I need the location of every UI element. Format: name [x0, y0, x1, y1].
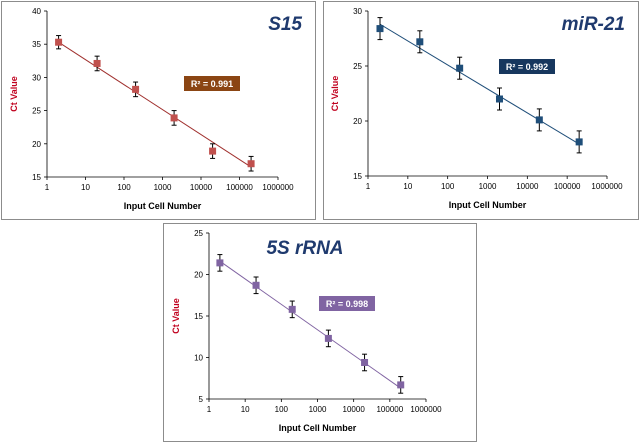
- x-tick-label: 1000: [309, 405, 327, 414]
- y-tick-label: 20: [353, 117, 362, 126]
- data-point: [456, 64, 464, 72]
- data-point: [416, 38, 424, 46]
- y-tick-label: 10: [194, 354, 203, 363]
- data-point: [93, 59, 101, 67]
- y-tick-label: 15: [194, 312, 203, 321]
- data-point: [209, 147, 217, 155]
- x-axis-label: Input Cell Number: [124, 201, 202, 211]
- chart-panel-mir21: 15 20 25 30 1 10 100 1000 10000 100000 1000000 Ct V…: [323, 1, 639, 220]
- x-tick-label: 1000: [154, 183, 172, 192]
- y-tick-label: 15: [353, 172, 362, 181]
- r2-label: R² = 0.998: [326, 299, 368, 309]
- x-tick-label: 10000: [516, 182, 539, 191]
- r2-label: R² = 0.992: [506, 62, 548, 72]
- trend-line-mir21: [379, 23, 580, 145]
- x-tick-label: 100: [441, 182, 455, 191]
- chart-svg-s15: 15 20 25 30 35 40 1 10 100 1000 10000 100000 1000000…: [9, 7, 302, 211]
- x-tick-label: 10: [81, 183, 90, 192]
- x-tick-label: 1000000: [591, 182, 623, 191]
- data-point: [575, 138, 583, 146]
- y-tick-label: 30: [32, 73, 41, 82]
- chart-title-5s-rrna: 5S rRNA: [266, 238, 343, 259]
- data-point: [252, 281, 260, 289]
- x-tick-label: 100000: [226, 183, 253, 192]
- y-tick-label: 20: [194, 271, 203, 280]
- data-point: [247, 160, 255, 168]
- r2-badge: [184, 76, 240, 91]
- x-axis-label: Input Cell Number: [279, 423, 357, 433]
- chart-title-mir21: miR-21: [562, 14, 625, 35]
- x-tick-label: 1000000: [410, 405, 442, 414]
- y-tick-label: 20: [32, 140, 41, 149]
- r2-label: R² = 0.991: [191, 79, 233, 89]
- chart-title-s15: S15: [268, 14, 302, 35]
- data-point: [216, 259, 224, 267]
- data-point: [132, 85, 140, 93]
- x-tick-label: 10000: [190, 183, 213, 192]
- chart-svg-5s-rrna: 5 10 15 20 25 1 10 100 1000 10000 100000 1000000 Ct …: [171, 229, 442, 433]
- trend-line-s15: [58, 41, 252, 168]
- x-tick-label: 10000: [343, 405, 366, 414]
- x-tick-label: 10: [403, 182, 412, 191]
- data-point: [495, 95, 503, 103]
- x-axis-label: Input Cell Number: [449, 200, 527, 210]
- x-tick-label: 1: [366, 182, 371, 191]
- y-tick-label: 25: [194, 229, 203, 238]
- data-point: [376, 25, 384, 33]
- data-point: [170, 114, 178, 122]
- r2-badge: [319, 296, 375, 311]
- x-tick-label: 100: [117, 183, 131, 192]
- x-tick-label: 100: [275, 405, 289, 414]
- x-tick-label: 1: [207, 405, 212, 414]
- x-tick-label: 10: [241, 405, 250, 414]
- y-axis-label: Ct Value: [330, 76, 340, 112]
- x-tick-label: 100000: [376, 405, 403, 414]
- y-tick-label: 35: [32, 40, 41, 49]
- chart-panel-5s-rrna: 5 10 15 20 25 1 10 100 1000 10000 100000 1000000 Ct …: [163, 223, 477, 442]
- data-point: [397, 381, 405, 389]
- trend-line-5s-rrna: [219, 260, 402, 389]
- y-tick-label: 30: [353, 7, 362, 16]
- r2-badge: [499, 59, 555, 74]
- data-point: [288, 305, 296, 313]
- y-tick-label: 25: [32, 107, 41, 116]
- data-point: [535, 116, 543, 124]
- x-tick-label: 1000: [479, 182, 497, 191]
- y-axis-label: Ct Value: [171, 298, 181, 334]
- x-tick-label: 100000: [554, 182, 581, 191]
- y-tick-label: 5: [199, 395, 204, 404]
- y-axis-label: Ct Value: [9, 76, 19, 112]
- y-tick-label: 15: [32, 173, 41, 182]
- chart-svg-mir21: 15 20 25 30 1 10 100 1000 10000 100000 1000000 Ct V…: [330, 7, 625, 210]
- x-tick-label: 1: [45, 183, 50, 192]
- x-tick-label: 1000000: [262, 183, 294, 192]
- y-tick-label: 25: [353, 62, 362, 71]
- y-tick-label: 40: [32, 7, 41, 16]
- data-point: [361, 358, 369, 366]
- data-point: [324, 334, 332, 342]
- chart-panel-s15: 15 20 25 30 35 40 1 10 100 1000 10000 100000 1000000…: [1, 1, 316, 220]
- data-point: [55, 38, 63, 46]
